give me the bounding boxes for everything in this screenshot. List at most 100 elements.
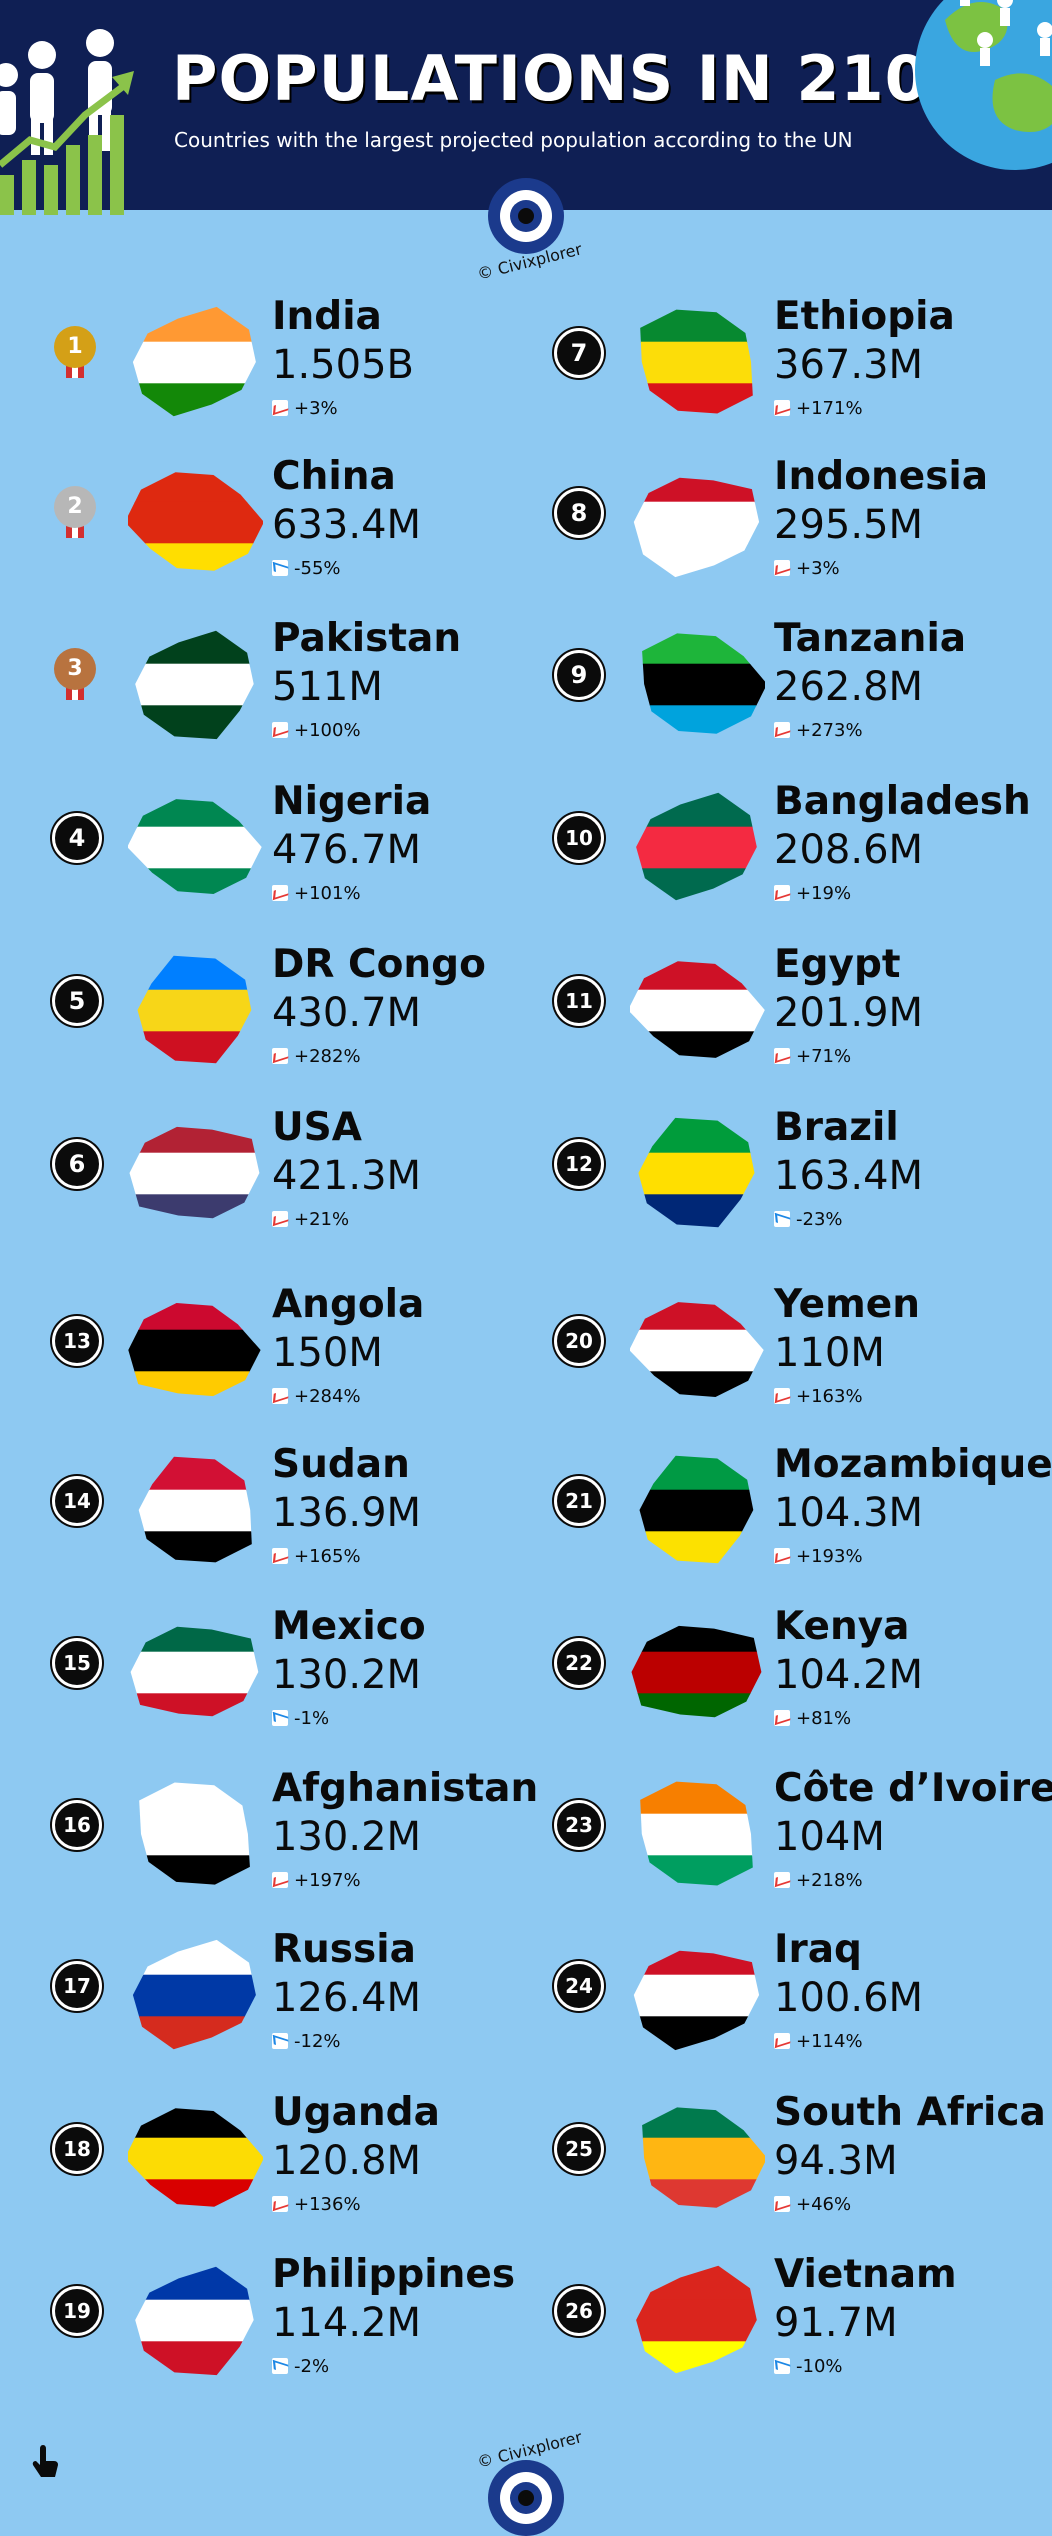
- change-percent: +81%: [796, 1708, 852, 1729]
- nigeria-flag-map-icon: [128, 799, 262, 895]
- rank-badge: 11: [554, 976, 604, 1026]
- country-name: Pakistan: [272, 616, 462, 661]
- trend-up-icon: [774, 2196, 790, 2212]
- trend-down-icon: [272, 2033, 288, 2049]
- change-percent: -12%: [294, 2031, 341, 2052]
- rank-number: 1: [54, 326, 96, 368]
- change-percent: +171%: [796, 398, 863, 419]
- egypt-flag-map-icon: [630, 961, 765, 1058]
- population-value: 367.3M: [774, 342, 924, 388]
- tanzania-flag-map-icon: [642, 633, 765, 734]
- country-name: Russia: [272, 1927, 416, 1972]
- trend-down-icon: [272, 2358, 288, 2374]
- population-value: 94.3M: [774, 2138, 898, 2184]
- footer-civixplorer-logo: [488, 2460, 564, 2536]
- trend-up-icon: [774, 1048, 790, 1064]
- tap-hand-icon: [32, 2445, 58, 2477]
- indonesia-flag-map-icon: [633, 477, 760, 578]
- change-indicator: +218%: [774, 1870, 863, 1891]
- country-name: Ethiopia: [774, 294, 955, 339]
- rank-badge: 20: [554, 1316, 604, 1366]
- change-indicator: +171%: [774, 398, 863, 419]
- country-name: South Africa: [774, 2090, 1046, 2135]
- russia-flag-map-icon: [132, 1939, 256, 2050]
- change-percent: +193%: [796, 1546, 863, 1567]
- mozambique-flag-map-icon: [639, 1455, 754, 1564]
- country-name: China: [272, 454, 396, 499]
- country-name: Tanzania: [774, 616, 967, 661]
- population-value: 295.5M: [774, 502, 924, 548]
- change-percent: -55%: [294, 558, 341, 579]
- country-name: Philippines: [272, 2252, 516, 2297]
- south-africa-flag-map-icon: [642, 2107, 765, 2208]
- change-indicator: +3%: [774, 558, 840, 579]
- population-value: 100.6M: [774, 1975, 924, 2021]
- change-percent: +284%: [294, 1386, 361, 1407]
- change-indicator: +197%: [272, 1870, 361, 1891]
- page-subtitle: Countries with the largest projected pop…: [174, 128, 853, 152]
- country-entry-nigeria: 4 Nigeria 476.7M +101%: [40, 779, 500, 935]
- change-indicator: +114%: [774, 2031, 863, 2052]
- change-indicator: +282%: [272, 1046, 361, 1067]
- rank-badge: 23: [554, 1800, 604, 1850]
- trend-up-icon: [272, 400, 288, 416]
- country-entry-indonesia: 8 Indonesia 295.5M +3%: [542, 454, 1002, 610]
- country-name: Uganda: [272, 2090, 440, 2135]
- kenya-flag-map-icon: [631, 1625, 762, 1718]
- country-entry-tanzania: 9 Tanzania 262.8M +273%: [542, 616, 1002, 772]
- change-percent: -10%: [796, 2356, 843, 2377]
- page-title: POPULATIONS IN 2100: [172, 42, 973, 115]
- trend-up-icon: [774, 1548, 790, 1564]
- sudan-flag-map-icon: [138, 1456, 252, 1563]
- country-entry-dr-congo: 5 DR Congo 430.7M +282%: [40, 942, 500, 1098]
- change-percent: +71%: [796, 1046, 852, 1067]
- change-percent: +197%: [294, 1870, 361, 1891]
- country-entry-mozambique: 21 Mozambique 104.3M +193%: [542, 1442, 1052, 1598]
- country-name: DR Congo: [272, 942, 486, 987]
- rank-badge: 15: [52, 1638, 102, 1688]
- iraq-flag-map-icon: [633, 1950, 760, 2051]
- rank-badge: 10: [554, 813, 604, 863]
- rank-badge: 7: [554, 328, 604, 378]
- change-indicator: -1%: [272, 1708, 329, 1729]
- change-indicator: -23%: [774, 1209, 843, 1230]
- change-percent: +21%: [294, 1209, 350, 1230]
- change-indicator: +273%: [774, 720, 863, 741]
- trend-up-icon: [272, 2196, 288, 2212]
- rank-badge: 8: [554, 488, 604, 538]
- change-indicator: +71%: [774, 1046, 851, 1067]
- yemen-flag-map-icon: [630, 1302, 764, 1398]
- change-indicator: +21%: [272, 1209, 349, 1230]
- country-name: Nigeria: [272, 779, 432, 824]
- india-flag-map-icon: [132, 306, 256, 417]
- country-name: Kenya: [774, 1604, 910, 1649]
- afghanistan-flag-map-icon: [139, 1782, 250, 1885]
- change-indicator: +193%: [774, 1546, 863, 1567]
- population-value: 136.9M: [272, 1490, 422, 1536]
- country-name: Vietnam: [774, 2252, 957, 2297]
- trend-up-icon: [272, 1548, 288, 1564]
- country-name: Afghanistan: [272, 1766, 539, 1811]
- ethiopia-flag-map-icon: [640, 309, 753, 414]
- country-name: Yemen: [774, 1282, 920, 1327]
- trend-up-icon: [272, 1388, 288, 1404]
- trend-up-icon: [272, 722, 288, 738]
- change-percent: +114%: [796, 2031, 863, 2052]
- country-entry-pakistan: 3 Pakistan 511M +100%: [40, 616, 500, 772]
- china-flag-map-icon: [128, 472, 263, 571]
- country-name: USA: [272, 1105, 362, 1150]
- population-value: 430.7M: [272, 990, 422, 1036]
- bangladesh-flag-map-icon: [636, 792, 757, 901]
- country-name: Sudan: [272, 1442, 410, 1487]
- population-value: 163.4M: [774, 1153, 924, 1199]
- change-percent: -1%: [294, 1708, 330, 1729]
- trend-up-icon: [774, 560, 790, 576]
- change-indicator: +136%: [272, 2194, 361, 2215]
- change-percent: +3%: [796, 558, 840, 579]
- change-percent: +3%: [294, 398, 338, 419]
- change-percent: -23%: [796, 1209, 843, 1230]
- trend-up-icon: [774, 1710, 790, 1726]
- rank-badge: 9: [554, 650, 604, 700]
- change-indicator: +3%: [272, 398, 338, 419]
- change-indicator: -55%: [272, 558, 341, 579]
